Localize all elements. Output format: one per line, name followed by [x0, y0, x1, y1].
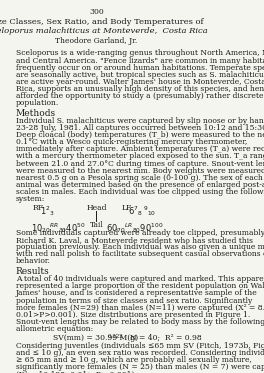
Text: allometric equation:: allometric equation:: [16, 325, 93, 333]
Text: $60_{70}{}^{LR}{}_{80}90^{100}$: $60_{70}{}^{LR}{}_{80}90^{100}$: [106, 221, 164, 235]
Text: frequently occur on or around human habitations. Temperate species: frequently occur on or around human habi…: [16, 64, 264, 72]
Text: system:: system:: [16, 195, 45, 203]
Text: RF: RF: [33, 204, 44, 212]
Text: 0.322: 0.322: [108, 334, 124, 339]
Text: Richard K. Laval, a Monteverde resident who has studied this: Richard K. Laval, a Monteverde resident …: [16, 236, 253, 244]
Text: James' house, and is considered a representative sample of the: James' house, and is considered a repres…: [16, 289, 257, 298]
Text: Snout-vent lengths may be related to body mass by the following: Snout-vent lengths may be related to bod…: [16, 318, 264, 326]
Text: $6^{7}{}_{8}$: $6^{7}{}_{8}$: [128, 204, 143, 218]
Text: A total of 40 individuals were captured and marked. This apparently: A total of 40 individuals were captured …: [16, 275, 264, 283]
Text: Methods: Methods: [16, 109, 56, 118]
Text: SV(mm) = 30.99 M(g): SV(mm) = 30.99 M(g): [53, 334, 138, 342]
Text: more females (N=29) than males (N=11) were captured (X² = 8.10;: more females (N=29) than males (N=11) we…: [16, 304, 264, 312]
Text: ≥ 65 mm and ≥ 10 g, which are probably all sexually mature,: ≥ 65 mm and ≥ 10 g, which are probably a…: [16, 356, 252, 364]
Text: significantly more females (N = 25) than males (N = 7) were captured: significantly more females (N = 25) than…: [16, 363, 264, 371]
Text: LF: LF: [121, 204, 131, 212]
Text: nearest 0.5 g on a Pesola spring scale (0-100 g). The sex of each: nearest 0.5 g on a Pesola spring scale (…: [16, 174, 262, 182]
Text: 300: 300: [89, 8, 104, 16]
Text: behavior.: behavior.: [16, 257, 50, 266]
Text: $10_{20}{}^{RR}{}_{30}40^{50}$: $10_{20}{}^{RR}{}_{30}40^{50}$: [31, 221, 85, 235]
Text: Some individuals captured were already toe clipped, presumably by: Some individuals captured were already t…: [16, 229, 264, 237]
Text: and ≤ 10 g), an even sex ratio was recorded. Considering individuals: and ≤ 10 g), an even sex ratio was recor…: [16, 349, 264, 357]
Text: Considering juveniles (individuals ≤65 mm SV (Fitch, 1973b, Fig. 15): Considering juveniles (individuals ≤65 m…: [16, 342, 264, 350]
Text: Results: Results: [16, 267, 49, 276]
Text: afforded the opportunity to study a (presumably) rather discrete: afforded the opportunity to study a (pre…: [16, 92, 263, 100]
Text: 23-28 July, 1981. All captures occurred between 10:12 and 15:30.: 23-28 July, 1981. All captures occurred …: [16, 124, 264, 132]
Text: ${}^{9}{}_{10}$: ${}^{9}{}_{10}$: [143, 204, 156, 218]
Text: (X² = 10.125; 0.01> P> 0.001).: (X² = 10.125; 0.01> P> 0.001).: [16, 370, 136, 373]
Text: Tail: Tail: [89, 221, 103, 229]
Text: were measured to the nearest mm. Body weights were measured to the: were measured to the nearest mm. Body we…: [16, 167, 264, 175]
Text: are active year-round. Walter James' house in Monteverde, Costa: are active year-round. Walter James' hou…: [16, 78, 264, 86]
Text: animal was determined based on the presence of enlarged post-anal: animal was determined based on the prese…: [16, 181, 264, 189]
Text: Sceloporus is a wide-ranging genus throughout North America, Mexico,: Sceloporus is a wide-ranging genus throu…: [16, 50, 264, 57]
Text: with a mercury thermometer placed exposed to the sun. T_a ranged: with a mercury thermometer placed expose…: [16, 153, 264, 160]
Text: Theodore Garland, Jr.: Theodore Garland, Jr.: [55, 37, 138, 44]
Text: and Central America. "Fence lizards" are common in many habitats and: and Central America. "Fence lizards" are…: [16, 57, 264, 65]
Text: represented a large proportion of the resident population on Walter: represented a large proportion of the re…: [16, 282, 264, 290]
Text: Sceloporus malachiticus at Monteverde,  Costa Rica: Sceloporus malachiticus at Monteverde, C…: [0, 27, 207, 35]
Text: scales in males. Each individual was toe clipped using the following: scales in males. Each individual was toe…: [16, 188, 264, 196]
Text: with red nail polish to facilitate subsequent casual observations of: with red nail polish to facilitate subse…: [16, 250, 264, 258]
Text: population.: population.: [16, 99, 59, 107]
Text: immediately after capture. Ambient temperatures (T_a) were recorded: immediately after capture. Ambient tempe…: [16, 145, 264, 153]
Text: population in terms of size classes and sex ratio. Significantly: population in terms of size classes and …: [16, 297, 252, 305]
Text: 0.01>P>0.001). Size distributions are presented in Figure 1.: 0.01>P>0.001). Size distributions are pr…: [16, 311, 250, 319]
Text: Rica, supports an unusually high density of this species, and hence: Rica, supports an unusually high density…: [16, 85, 264, 93]
Text: N = 40;  R² = 0.98: N = 40; R² = 0.98: [117, 334, 201, 342]
Text: population previously. Each individual was also given a unique mark: population previously. Each individual w…: [16, 243, 264, 251]
Text: Size Classes, Sex Ratio, and Body Temperatures of: Size Classes, Sex Ratio, and Body Temper…: [0, 18, 204, 26]
Text: Deep cloacal (body) temperatures (T_b) were measured to the nearest: Deep cloacal (body) temperatures (T_b) w…: [16, 131, 264, 139]
Text: $1^{2}{}_{3}$: $1^{2}{}_{3}$: [40, 204, 55, 218]
Text: are seasonally active, but tropical species such as S. malachiticus: are seasonally active, but tropical spec…: [16, 71, 264, 79]
Text: between 21.0 and 27.0°C during times of capture. Snout-vent lengths: between 21.0 and 27.0°C during times of …: [16, 160, 264, 167]
Text: Individual S. malachiticus were captured by slip noose or by hand on: Individual S. malachiticus were captured…: [16, 117, 264, 125]
Text: 0.1°C with a Wesco quick-registering mercury thermometer,: 0.1°C with a Wesco quick-registering mer…: [16, 138, 247, 146]
Text: Head: Head: [86, 204, 107, 212]
